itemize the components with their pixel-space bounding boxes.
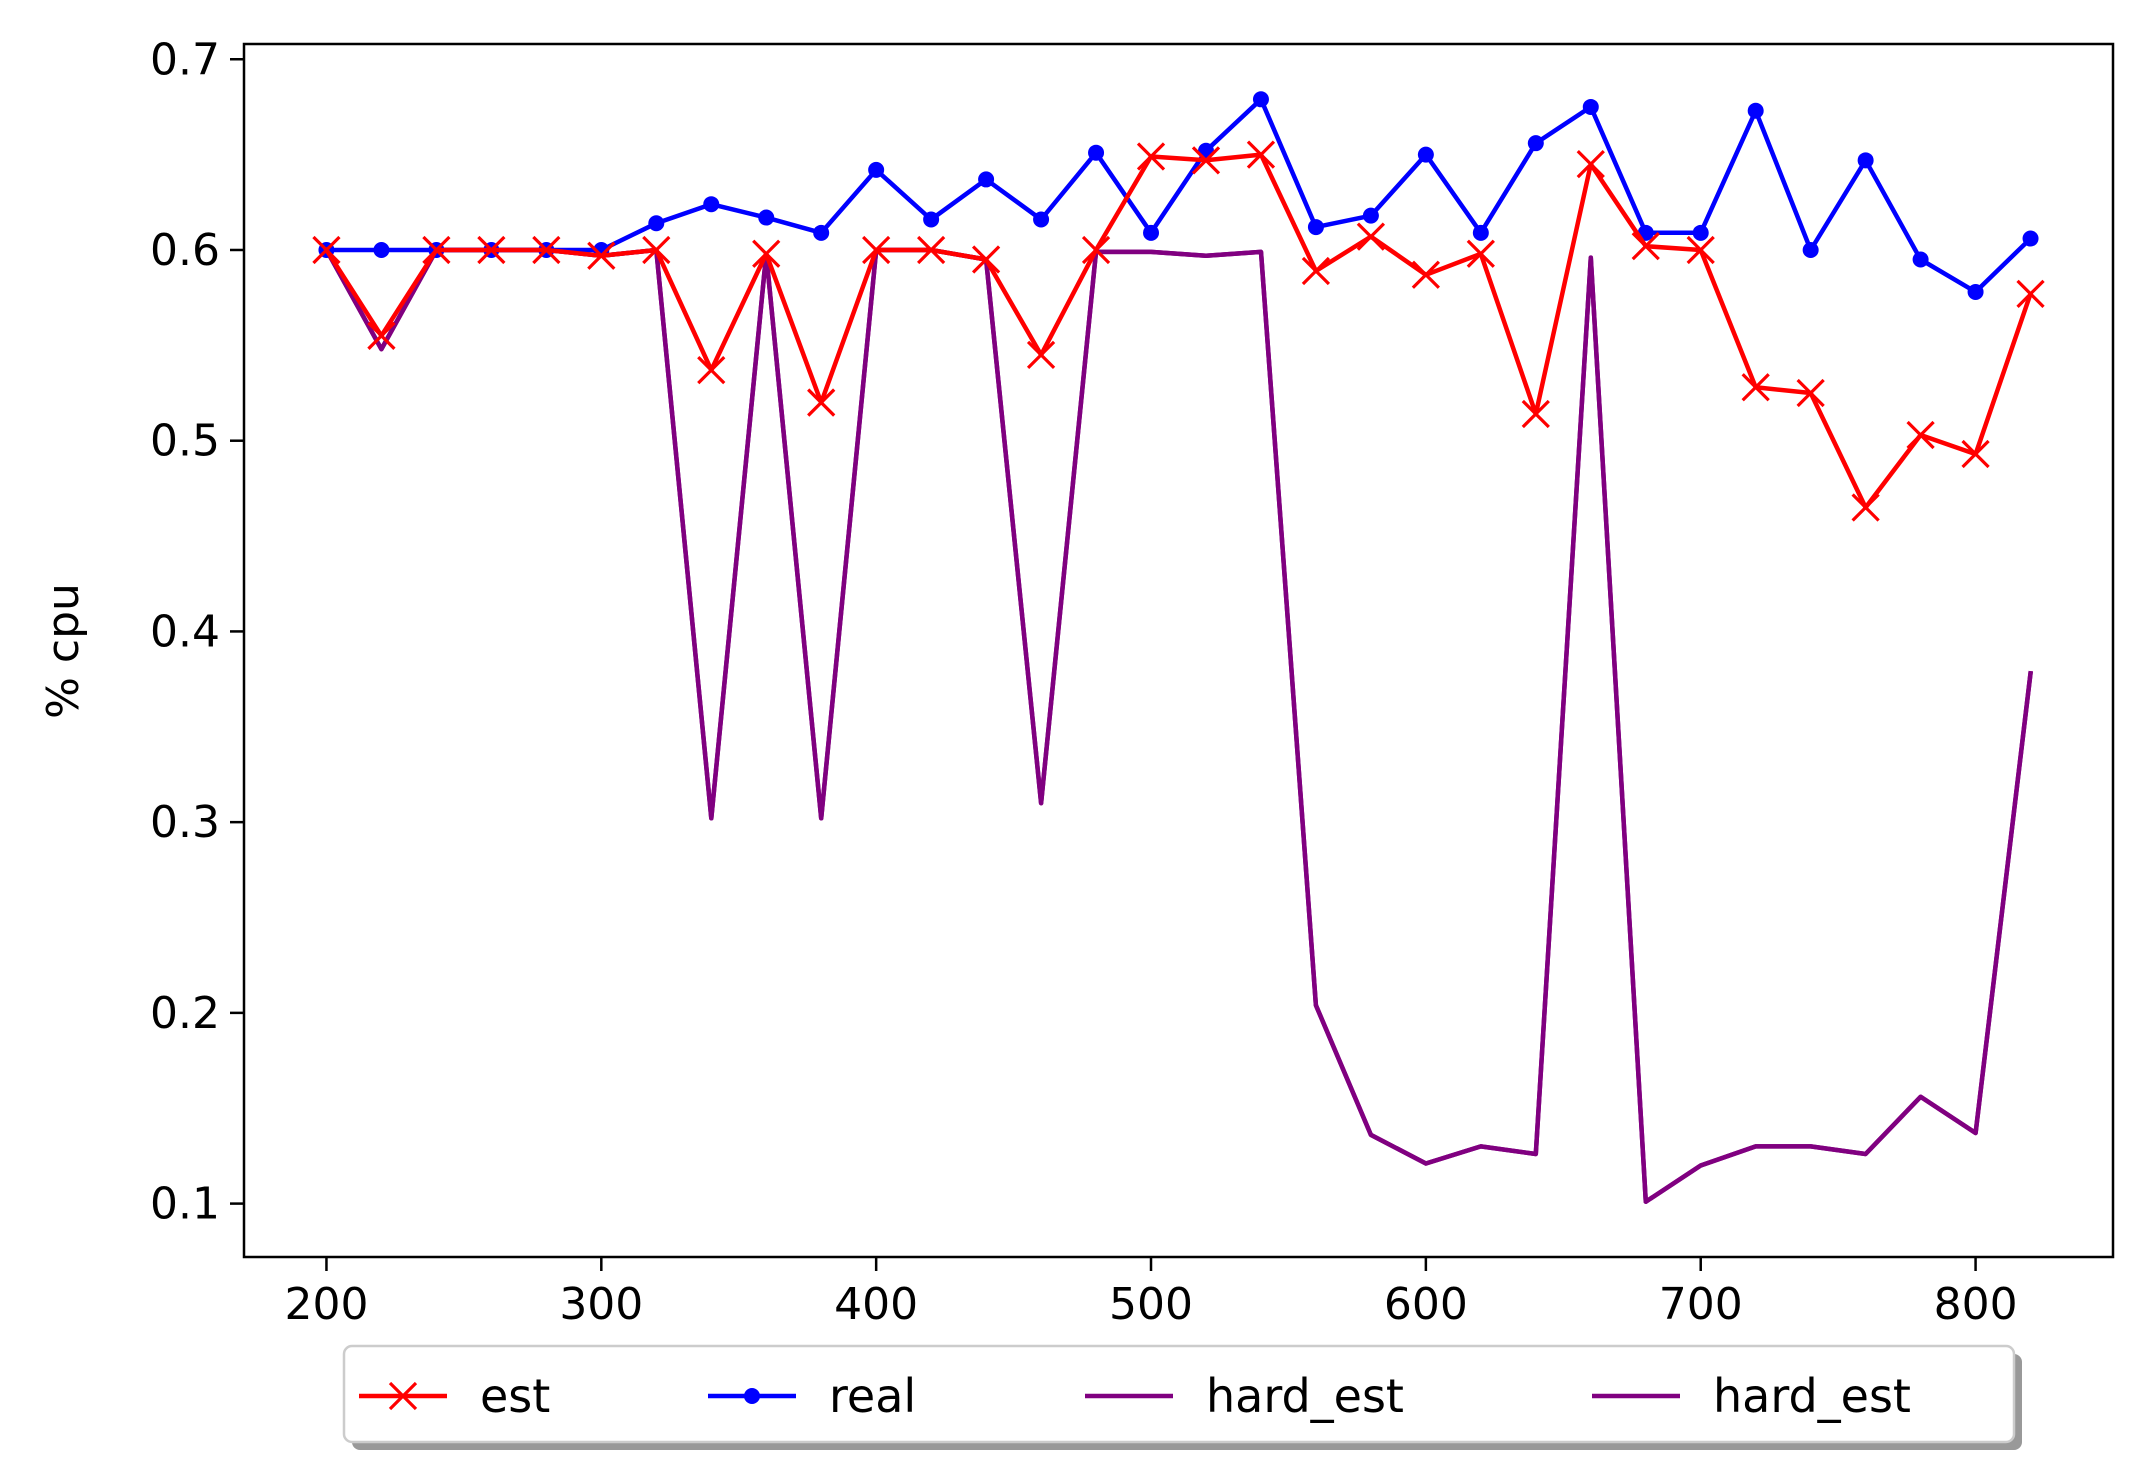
data-point: [642, 235, 671, 265]
data-point: [1143, 224, 1160, 241]
x-tick-label: 300: [559, 1279, 643, 1330]
y-tick-label: 0.7: [150, 34, 220, 85]
data-point: [978, 171, 995, 188]
data-point: [422, 235, 451, 265]
data-point: [1692, 224, 1709, 241]
data-point: [1521, 399, 1550, 429]
x-tick-label: 800: [1934, 1279, 2018, 1330]
x-tick-label: 700: [1659, 1279, 1743, 1330]
x-axis: 200 300 400 500 600 700 800: [284, 1257, 2018, 1330]
data-point: [758, 209, 775, 226]
data-point: [703, 196, 720, 213]
data-point: [971, 245, 1001, 274]
data-point: [1252, 91, 1269, 108]
data-point: [2016, 279, 2045, 308]
plot-frame: [242, 42, 2115, 1259]
y-tick-label: 0.6: [150, 225, 220, 276]
data-point: [373, 241, 390, 258]
data-point: [1527, 135, 1544, 152]
y-tick-label: 0.1: [150, 1179, 220, 1230]
x-tick-label: 500: [1109, 1279, 1193, 1330]
data-point: [477, 235, 506, 265]
data-point: [1411, 260, 1441, 289]
data-point: [587, 241, 616, 270]
data-point: [813, 224, 830, 241]
data-point: [1472, 224, 1489, 241]
data-point: [1576, 150, 1605, 179]
legend-entry: hard_est: [1085, 1369, 1404, 1423]
data-point: [697, 356, 726, 385]
data-point: [1466, 239, 1495, 268]
legend-entry: real: [708, 1369, 916, 1423]
data-point: [752, 239, 781, 268]
y-tick-label: 0.2: [150, 988, 220, 1039]
data-point: [1362, 207, 1379, 224]
series-line: [323, 152, 2034, 510]
data-point: [2022, 230, 2039, 247]
data-point: [807, 388, 836, 417]
x-tick-label: 200: [284, 1279, 368, 1330]
legend-label: real: [829, 1369, 916, 1423]
data-point: [1631, 232, 1660, 261]
data-point: [1033, 211, 1050, 228]
data-point: [1582, 98, 1599, 115]
legend-marker: [744, 1388, 760, 1404]
y-axis-title: % cpu: [38, 583, 89, 719]
data-point: [1802, 241, 1819, 258]
data-point: [1081, 235, 1111, 265]
legend-entry: hard_est: [1592, 1369, 1911, 1423]
legend-label: hard_est: [1206, 1369, 1404, 1423]
data-point: [1088, 144, 1105, 161]
data-point: [1961, 439, 1990, 469]
data-point: [312, 235, 341, 265]
data-point: [1246, 140, 1276, 169]
y-tick-label: 0.4: [150, 606, 220, 657]
data-point: [1912, 251, 1929, 268]
data-point: [923, 211, 940, 228]
legend-marker: [388, 1381, 418, 1411]
legend-entry: est: [359, 1369, 550, 1423]
x-tick-label: 600: [1384, 1279, 1468, 1330]
data-point: [1307, 219, 1324, 236]
data-point: [1967, 283, 1984, 300]
data-point: [1686, 235, 1715, 265]
y-tick-label: 0.3: [150, 797, 220, 848]
data-point: [532, 235, 561, 265]
data-point: [1851, 493, 1880, 522]
data-point: [367, 321, 396, 350]
y-axis: 0.1 0.2 0.3 0.4 0.5 0.6 0.7: [150, 34, 244, 1230]
legend-box: [342, 1344, 2016, 1444]
x-tick-label: 400: [834, 1279, 918, 1330]
data-point: [1301, 256, 1331, 286]
data-point: [917, 235, 946, 265]
plot-area: [312, 91, 2045, 1204]
data-point: [1417, 146, 1434, 163]
data-point: [648, 215, 665, 232]
data-point: [1026, 340, 1056, 370]
data-point: [868, 161, 885, 178]
data-point: [1741, 373, 1770, 402]
data-point: [862, 235, 891, 265]
legend: est real hard_est hard_est: [342, 1344, 2022, 1450]
series-est: [312, 140, 2045, 522]
data-point: [1796, 378, 1825, 408]
data-point: [1136, 142, 1166, 171]
data-point: [1747, 102, 1764, 119]
data-point: [1906, 420, 1935, 450]
data-point: [1191, 146, 1221, 175]
data-point: [1356, 222, 1386, 251]
legend-label: hard_est: [1713, 1369, 1911, 1423]
legend-label: est: [480, 1369, 550, 1423]
data-point: [1857, 152, 1874, 169]
y-tick-label: 0.5: [150, 416, 220, 467]
